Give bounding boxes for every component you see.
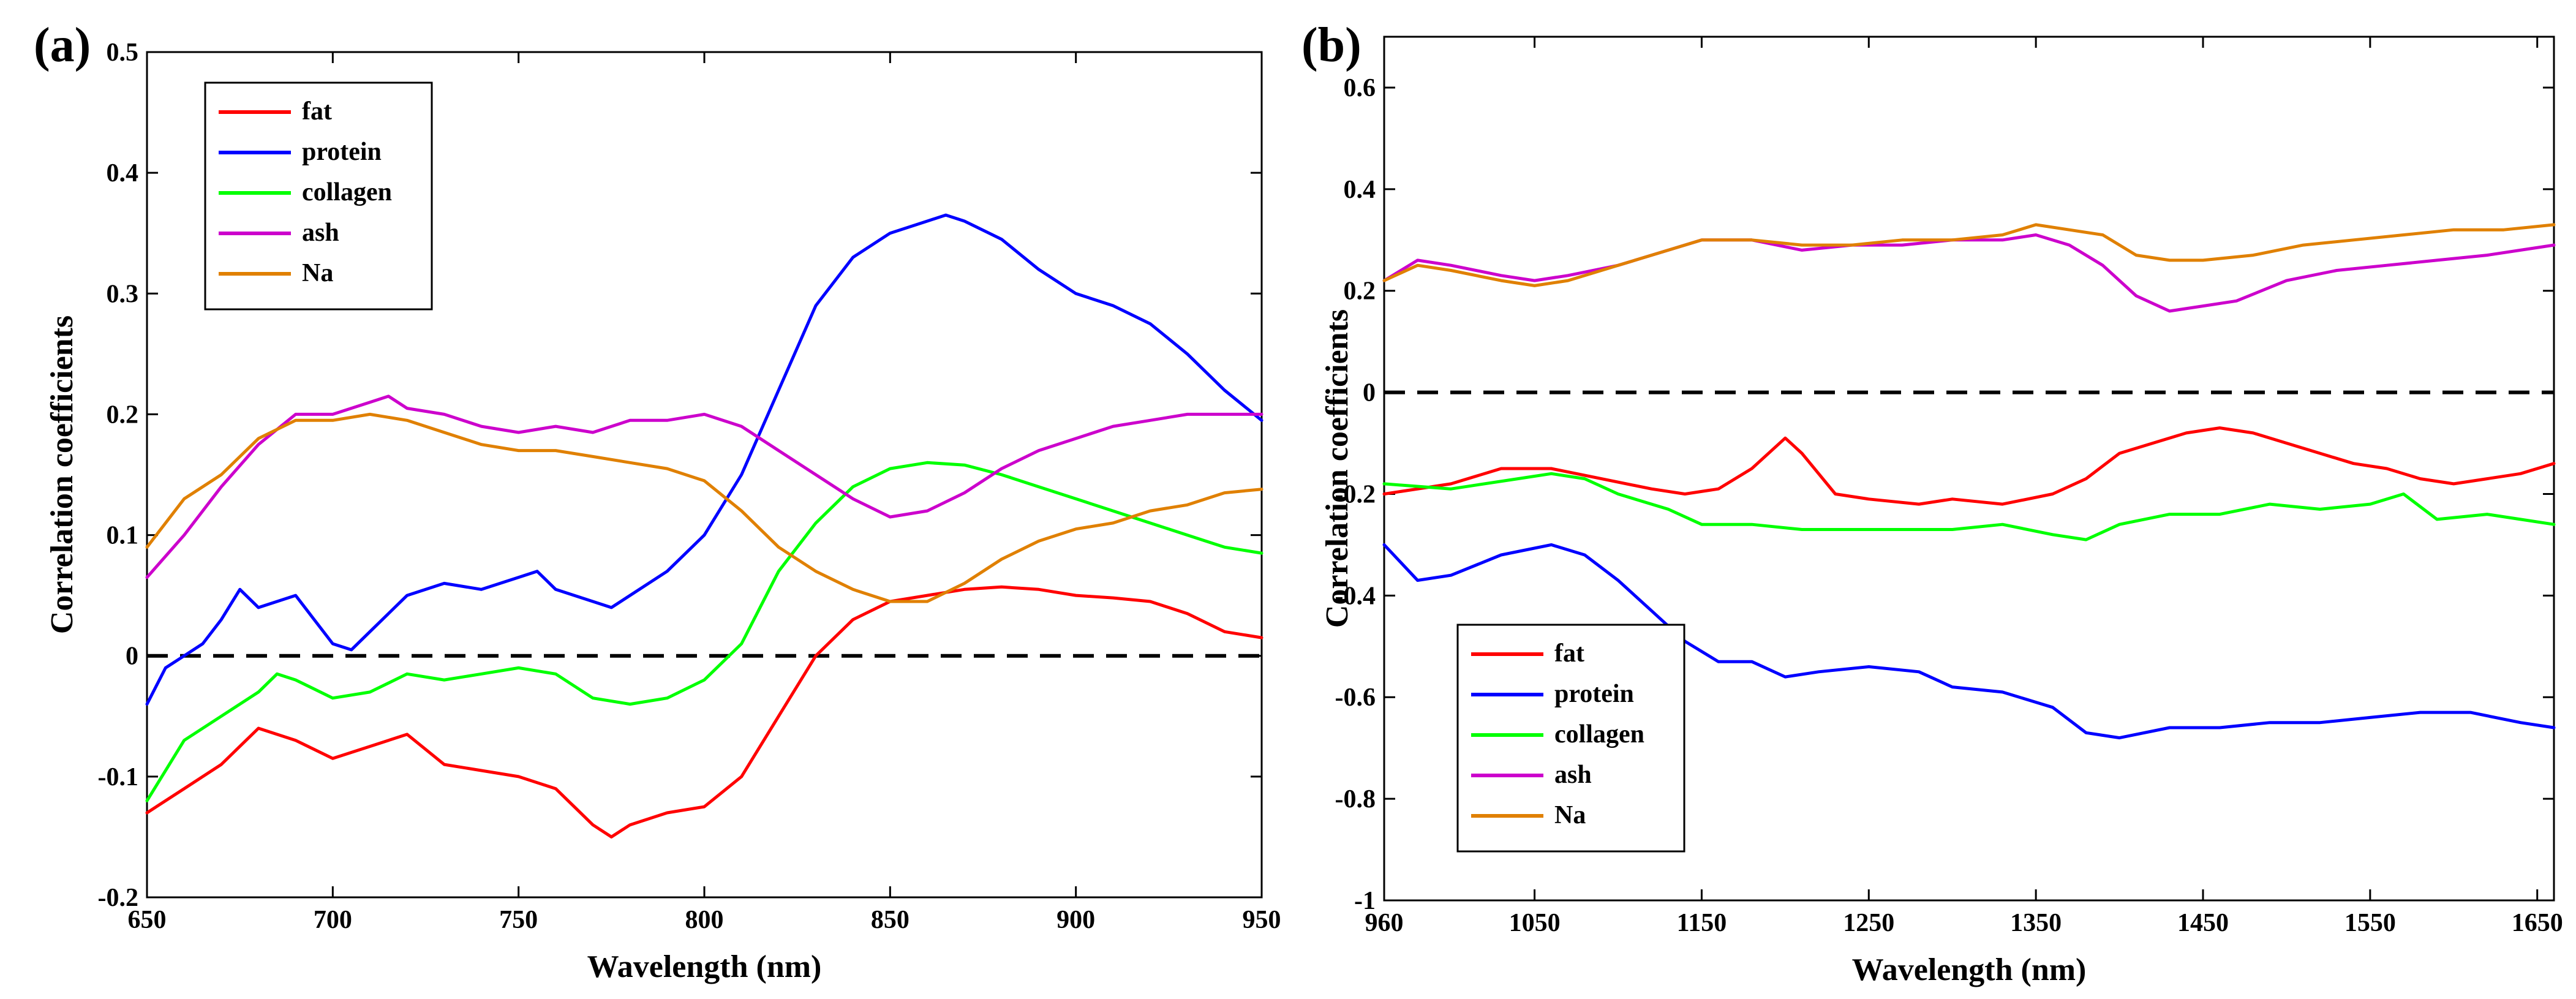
panel-b: (b) 960 1050 1150 1250 1350 1450 1550 1650 -1 -0…: [1301, 18, 2563, 987]
panel-b-legend-label-ash: ash: [1554, 761, 1592, 789]
panel-b-x-tick-label: 960: [1365, 909, 1404, 937]
panel-a-series-ash: [145, 394, 1264, 579]
panel-b-x-axis-label: Wavelength (nm): [1852, 952, 2087, 987]
panel-a-legend-label-protein: protein: [302, 138, 382, 166]
panel-b-series-fat: [1382, 426, 2556, 506]
panel-a-y-tick-label: 0.5: [107, 39, 139, 67]
panel-a-legend: fat protein collagen ash Na: [204, 81, 433, 311]
panel-a-x-tick-label: 750: [499, 906, 538, 934]
panel-b-series-protein: [1382, 543, 2556, 740]
panel-a-series-fat: [145, 585, 1264, 839]
panel-b-y-ticks: -1 -0.8 -0.6 -0.4 -0.2 0 0.2 0.4 0.6: [1335, 74, 2554, 915]
panel-b-x-ticks: 960 1050 1150 1250 1350 1450 1550 1650: [1365, 37, 2563, 937]
panel-a-x-tick-label: 800: [685, 906, 724, 934]
panel-a-legend-box: [204, 81, 433, 311]
panel-b-x-tick-label: 1250: [1843, 909, 1894, 937]
panel-a-x-tick-label: 850: [871, 906, 910, 934]
panel-a-y-tick-label: 0.4: [107, 159, 139, 187]
panel-a-x-tick-label: 950: [1243, 906, 1281, 934]
panel-b-y-axis-label: Correlation coefficients: [1320, 309, 1355, 628]
panel-b-legend-label-collagen: collagen: [1554, 720, 1644, 748]
panel-a-x-tick-label: 700: [314, 906, 352, 934]
panel-b-legend-box: [1456, 624, 1685, 853]
panel-b-x-tick-label: 1450: [2177, 909, 2229, 937]
panel-a-y-ticks: -0.2 -0.1 0 0.1 0.2 0.3 0.4 0.5: [98, 39, 1262, 912]
panel-b-series-ash: [1382, 233, 2556, 313]
panel-a-series-na: [145, 412, 1264, 603]
panel-a-x-ticks: 650 700 750 800 850 900 950: [128, 52, 1281, 934]
panel-b-legend: fat protein collagen ash Na: [1456, 624, 1685, 853]
panel-b-y-tick-label: 0: [1363, 379, 1376, 407]
panel-b-x-tick-label: 1350: [2010, 909, 2062, 937]
panel-b-x-tick-label: 1550: [2344, 909, 2396, 937]
panel-a-legend-label-na: Na: [302, 259, 333, 287]
panel-b-x-tick-label: 1150: [1677, 909, 1727, 937]
panel-b-legend-label-fat: fat: [1554, 639, 1584, 668]
panel-a-y-tick-label: 0.3: [107, 280, 139, 308]
panel-a-y-tick-label: -0.2: [98, 884, 139, 912]
panel-b-y-tick-label: -0.8: [1335, 785, 1376, 813]
panel-a-x-tick-label: 650: [128, 906, 167, 934]
panel-a-legend-label-collagen: collagen: [302, 178, 392, 206]
panel-a-y-tick-label: 0.2: [107, 401, 139, 429]
panel-a-y-tick-label: 0: [126, 643, 138, 671]
panel-a-x-axis-label: Wavelength (nm): [587, 949, 822, 984]
panel-a-y-axis-label: Correlation coefficients: [45, 315, 80, 634]
panel-b-y-tick-label: 0.2: [1344, 277, 1376, 306]
panel-b-series-layer: [1382, 223, 2556, 740]
panel-b-y-tick-label: -0.6: [1335, 684, 1376, 712]
panel-b-legend-label-na: Na: [1554, 801, 1586, 829]
panel-a-y-tick-label: -0.1: [98, 763, 139, 791]
panel-b-y-tick-label: -0.4: [1335, 582, 1376, 610]
panel-b-series-na: [1382, 223, 2556, 287]
panel-a-x-tick-label: 900: [1056, 906, 1095, 934]
panel-b-x-tick-label: 1050: [1509, 909, 1561, 937]
panel-b-legend-label-protein: protein: [1554, 680, 1634, 708]
panel-a-letter: (a): [34, 18, 91, 72]
panel-a: (a) 650 700 750 800 850 900 950 -0.2 -0.1 0 0.1 0.…: [34, 18, 1281, 984]
panel-b-y-tick-label: -0.2: [1335, 480, 1376, 508]
panel-a-legend-label-ash: ash: [302, 219, 339, 247]
panel-b-letter: (b): [1301, 18, 1361, 72]
panel-a-legend-label-fat: fat: [302, 97, 332, 126]
panel-b-series-collagen: [1382, 472, 2556, 541]
panel-b-y-tick-label: 0.4: [1344, 176, 1376, 204]
panel-b-x-tick-label: 1650: [2512, 909, 2563, 937]
panel-a-series-protein: [145, 213, 1264, 706]
panel-b-y-tick-label: -1: [1354, 887, 1376, 915]
panel-a-series-collagen: [145, 461, 1264, 802]
panel-b-y-tick-label: 0.6: [1344, 74, 1376, 102]
panel-a-series-layer: [145, 213, 1264, 839]
panel-a-y-tick-label: 0.1: [107, 522, 139, 550]
